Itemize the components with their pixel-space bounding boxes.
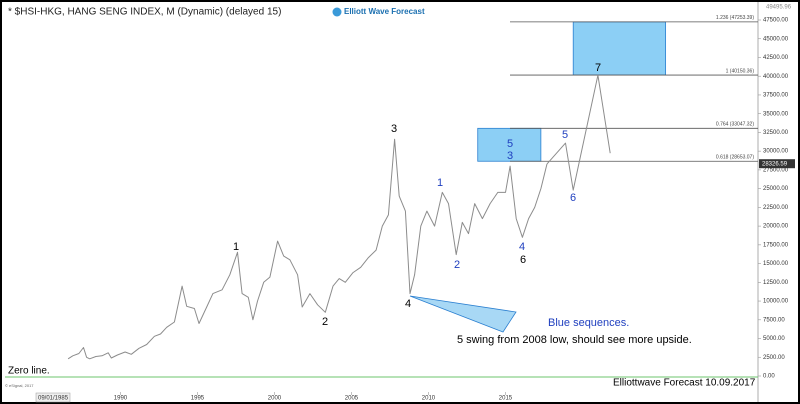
- wave-label: 5: [562, 129, 568, 141]
- x-tick-label: 1990: [114, 396, 128, 402]
- wave-label: 1: [437, 177, 443, 189]
- note: 5 swing from 2008 low, should see more u…: [457, 334, 692, 346]
- y-tick-label: 47500.00: [763, 18, 789, 24]
- y-tick-label: 17500.00: [763, 242, 789, 248]
- y-tick-label: 22500.00: [763, 205, 789, 211]
- wave-label: 6: [570, 192, 576, 204]
- fib-level-label: 0.618 (28653.07): [716, 155, 754, 161]
- start-date: 09/01/1985: [38, 396, 69, 402]
- y-tick-label: 42500.00: [763, 55, 789, 61]
- logo-icon: [332, 7, 342, 17]
- wave-label: 1: [233, 241, 239, 253]
- footer: Elliottwave Forecast 10.09.2017: [613, 378, 756, 389]
- x-tick-label: 2015: [499, 396, 513, 402]
- y-tick-label: 2500.00: [763, 355, 785, 361]
- wave-label: 5: [507, 138, 513, 150]
- y-tick-label: 35000.00: [763, 111, 789, 117]
- fib-level-label: 1 (40150.36): [726, 68, 755, 74]
- chart-title: * $HSI-HKG, HANG SENG INDEX, M (Dynamic)…: [8, 7, 281, 18]
- wave-label: 4: [405, 298, 411, 310]
- y-tick-label: 25000.00: [763, 186, 789, 192]
- y-tick-label: 5000.00: [763, 336, 785, 342]
- x-tick-label: 2000: [268, 396, 282, 402]
- x-tick-label: 1995: [191, 396, 205, 402]
- x-tick-label: 2005: [345, 396, 359, 402]
- wave-label: 7: [595, 62, 601, 74]
- y-tick-label: 12500.00: [763, 280, 789, 286]
- fib-level-label: 1.236 (47253.39): [716, 15, 754, 21]
- top-value: 49495.96: [766, 5, 792, 11]
- wave-label: 4: [519, 241, 525, 253]
- last-price-box: [759, 159, 795, 169]
- y-tick-label: 7500.00: [763, 317, 785, 323]
- last-price-label: 28326.59: [762, 161, 788, 167]
- fib-level-label: 0.764 (33047.32): [716, 122, 754, 128]
- wave-label: 3: [507, 150, 513, 162]
- y-tick-label: 30000.00: [763, 149, 789, 155]
- y-tick-label: 37500.00: [763, 93, 789, 99]
- wave-label: 2: [322, 316, 328, 328]
- copyright: © eSignal, 2017: [5, 383, 34, 388]
- y-tick-label: 32500.00: [763, 130, 789, 136]
- price-line: [67, 138, 548, 360]
- projection-line: [546, 74, 611, 191]
- wave-label: 3: [391, 123, 397, 135]
- target-box: [572, 21, 667, 76]
- wave-label: 2: [454, 259, 460, 271]
- blue-note: Blue sequences.: [548, 317, 629, 329]
- brand: Elliott Wave Forecast: [344, 7, 425, 16]
- wave-label: 6: [520, 254, 526, 266]
- target-box: [477, 127, 542, 162]
- y-tick-label: 0.00: [763, 374, 775, 380]
- date-box: [35, 392, 71, 403]
- y-tick-label: 45000.00: [763, 36, 789, 42]
- y-tick-label: 10000.00: [763, 299, 789, 305]
- y-tick-label: 15000.00: [763, 261, 789, 267]
- x-tick-label: 2010: [422, 396, 436, 402]
- y-tick-label: 20000.00: [763, 224, 789, 230]
- zero-line-label: Zero line.: [8, 366, 50, 377]
- y-tick-label: 27500.00: [763, 167, 789, 173]
- blue-triangle: [409, 295, 517, 333]
- y-tick-label: 40000.00: [763, 74, 789, 80]
